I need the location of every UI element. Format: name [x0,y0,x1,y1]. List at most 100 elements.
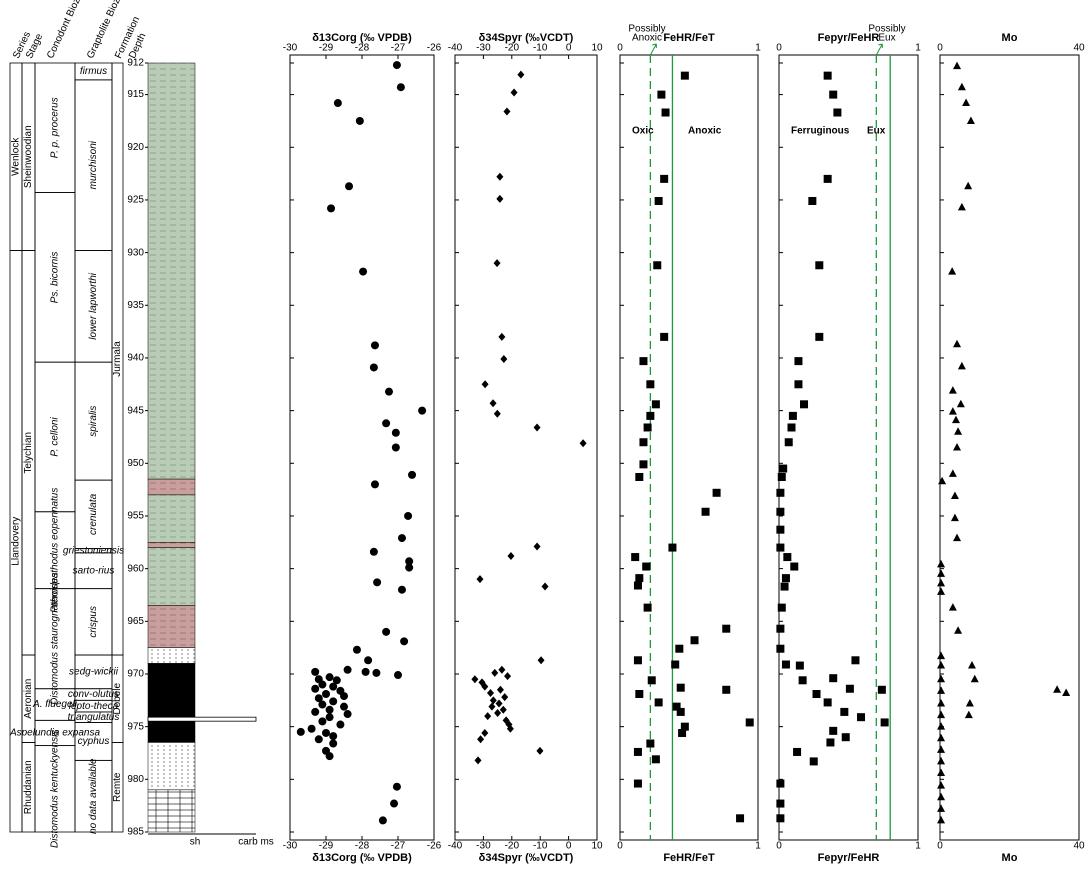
data-point [799,676,807,684]
data-point [322,690,330,698]
data-point [498,333,505,341]
data-point [958,83,966,91]
data-point [507,552,514,560]
zone-label: Sheinwoodian [23,125,34,188]
data-point [635,690,643,698]
data-point [334,99,342,107]
data-point [326,673,334,681]
data-point [392,429,400,437]
data-point [517,71,524,79]
data-point [937,804,945,812]
data-point [776,780,784,788]
data-point [580,439,587,447]
data-point [471,675,478,683]
zone-label: griestoniensis [63,545,124,556]
data-point [653,261,661,269]
data-point [937,699,945,707]
x-tick-label-bottom: 0 [937,841,943,852]
data-point [635,473,643,481]
panel-title: FeHR/FeT [663,32,715,44]
zone-label: murchisoni [88,140,99,189]
annotation: Anoxic [632,33,662,44]
lithology-unit [148,542,195,547]
zone-label: Dobele [112,682,123,714]
data-point [398,534,406,542]
panel-title-bottom: Mo [1002,852,1018,864]
data-point [662,109,670,117]
x-tick-label-bottom: -29 [319,841,334,852]
data-point [815,333,823,341]
zone-label: lower lapworthi [88,272,99,339]
x-tick-label: -29 [319,43,334,54]
data-point [857,713,865,721]
data-point [846,685,854,693]
data-point [966,699,974,707]
depth-tick-label: 930 [127,247,144,258]
data-point [359,268,367,276]
data-point [311,708,319,716]
column-header: Conodont Biozones [45,0,92,60]
data-point [776,645,784,653]
data-point [329,697,337,705]
panel-title-bottom: δ13Corg (‰ VPDB) [312,852,412,864]
data-point [496,195,503,203]
data-point [851,656,859,664]
data-point [503,107,510,115]
data-point [315,735,323,743]
data-point [826,738,834,746]
depth-tick-label: 955 [127,511,144,522]
x-tick-label-bottom: -30 [476,841,491,852]
data-point [635,574,643,582]
data-point [329,740,337,748]
data-point [948,267,956,275]
zone-label: Distomodus kentuckyensis [50,730,61,848]
data-point [340,703,348,711]
data-point [937,560,945,568]
lithology-unit [148,479,195,495]
data-point [639,357,647,365]
figure: SeriesStageConodont BiozonesGraptolite B… [0,0,1091,867]
data-point [534,543,541,551]
data-point [937,745,945,753]
x-tick-label: -30 [476,43,491,54]
data-point [677,708,685,716]
data-point [937,675,945,683]
data-point [810,757,818,765]
x-tick-label-bottom: 0 [776,841,782,852]
lithology-unit [148,606,195,648]
data-point [498,666,505,674]
data-point [937,579,945,587]
data-point [878,686,886,694]
data-point [778,473,786,481]
data-point [681,72,689,80]
data-point [778,604,786,612]
zone-label: Telychian [23,432,34,474]
lithology-label: carb ms [238,837,274,848]
data-point [397,83,405,91]
data-point [657,91,665,99]
x-tick-label: -26 [427,43,442,54]
panel-frame [940,55,1079,840]
data-point [660,333,668,341]
data-point [937,722,945,730]
data-point [487,689,494,697]
data-point [318,701,326,709]
data-point [813,690,821,698]
data-point [800,400,808,408]
x-tick-label: -27 [391,43,406,54]
data-point [949,603,957,611]
data-point [954,427,962,435]
x-tick-label: -20 [505,43,520,54]
lithology-unit [148,548,195,606]
data-point [660,175,668,183]
data-point [937,652,945,660]
data-point [937,769,945,777]
data-point [655,197,663,205]
carbonate-bed [148,717,256,721]
data-point [308,725,316,733]
data-point [364,656,372,664]
x-tick-label-bottom: 1 [915,841,921,852]
data-point [311,668,319,676]
data-point [490,696,497,704]
data-point [937,661,945,669]
